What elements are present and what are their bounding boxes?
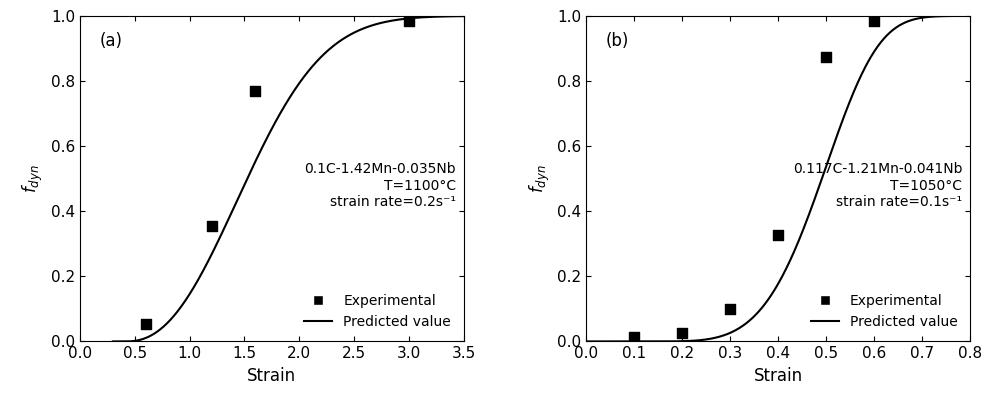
Predicted value [297, 76, 309, 81]
X-axis label: Strain: Strain [247, 367, 296, 385]
Predicted value [809, 197, 821, 201]
Predicted value [788, 250, 800, 254]
Experimental [674, 330, 690, 337]
Y-axis label: $f_{dyn}$: $f_{dyn}$ [21, 164, 45, 193]
Experimental [401, 17, 417, 24]
Predicted value [458, 14, 470, 19]
Predicted value [964, 13, 976, 18]
Predicted value [765, 293, 777, 298]
Predicted value [107, 339, 119, 344]
X-axis label: Strain: Strain [754, 367, 803, 385]
Text: (b): (b) [606, 32, 629, 50]
Experimental [204, 223, 220, 229]
Experimental [626, 333, 642, 340]
Predicted value [449, 14, 461, 19]
Text: (a): (a) [99, 32, 122, 50]
Predicted value [316, 54, 328, 59]
Experimental [866, 17, 882, 24]
Predicted value [895, 22, 907, 27]
Legend: Experimental, Predicted value: Experimental, Predicted value [805, 288, 963, 335]
Text: 0.117C-1.21Mn-0.041Nb
T=1050°C
strain rate=0.1s⁻¹: 0.117C-1.21Mn-0.041Nb T=1050°C strain ra… [793, 162, 962, 209]
Experimental [770, 231, 786, 238]
Experimental [818, 53, 834, 60]
Predicted value [394, 17, 406, 22]
Predicted value [273, 112, 285, 117]
Predicted value [580, 339, 592, 344]
Experimental [138, 320, 154, 327]
Line: Predicted value: Predicted value [113, 16, 464, 341]
Predicted value [276, 109, 288, 114]
Legend: Experimental, Predicted value: Experimental, Predicted value [299, 288, 457, 335]
Line: Predicted value: Predicted value [586, 16, 970, 341]
Experimental [722, 306, 738, 312]
Predicted value [763, 297, 775, 301]
Predicted value [955, 13, 967, 18]
Y-axis label: $f_{dyn}$: $f_{dyn}$ [528, 164, 552, 193]
Text: 0.1C-1.42Mn-0.035Nb
T=1100°C
strain rate=0.2s⁻¹: 0.1C-1.42Mn-0.035Nb T=1100°C strain rate… [304, 162, 456, 209]
Experimental [247, 88, 263, 94]
